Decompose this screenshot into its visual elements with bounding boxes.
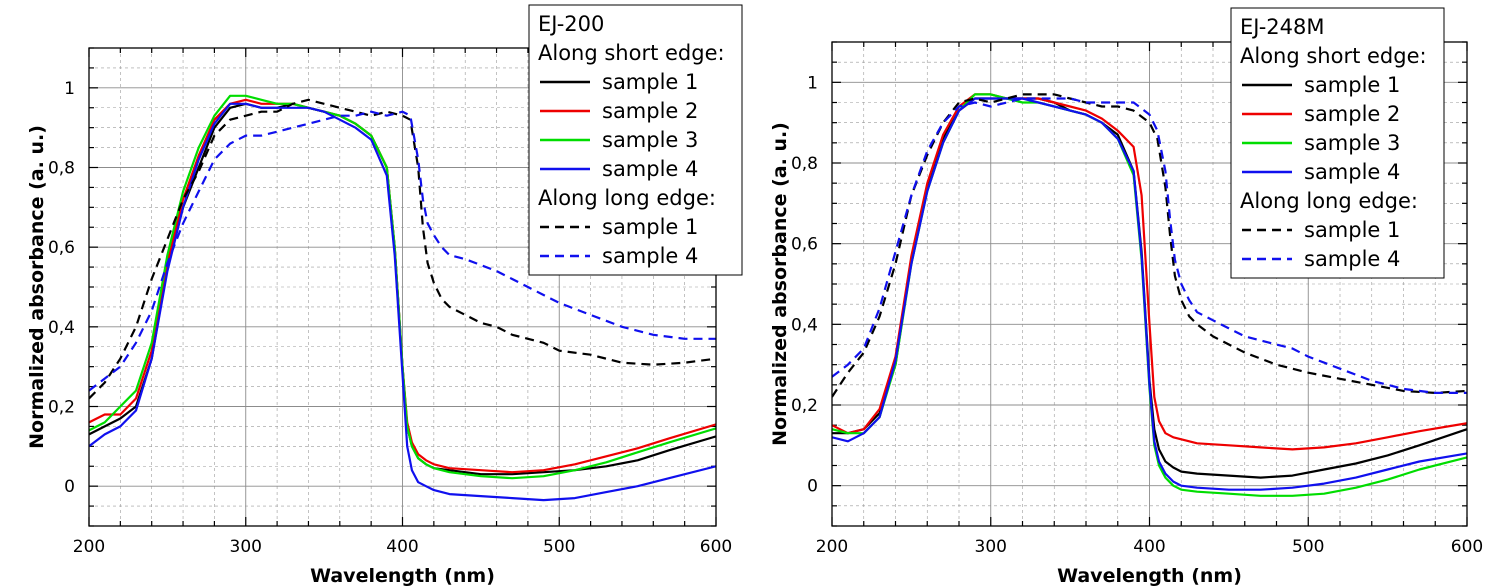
y-axis-title: Normalized absorbance (a. u.) — [769, 122, 791, 446]
series-line-long-sample-4 — [832, 97, 1467, 394]
x-tick-label: 200 — [816, 537, 848, 557]
x-axis-title: Wavelength (nm) — [310, 565, 495, 587]
legend-entry-label: sample 4 — [602, 157, 698, 181]
y-tick-label: 0,4 — [48, 318, 75, 338]
series-group — [832, 93, 1467, 497]
y-tick-label: 0,6 — [791, 235, 818, 255]
legend-entry-label: sample 1 — [1304, 73, 1400, 97]
x-tick-label: 300 — [975, 537, 1007, 557]
legend-entry-label: sample 4 — [1304, 160, 1400, 184]
chart-panel-2: 200 300 400 500 600 0 0,2 0,4 0,6 0,8 1 Wavelength … — [769, 7, 1483, 587]
series-group — [89, 94, 716, 502]
legend-entry-label: sample 1 — [602, 70, 698, 94]
y-tick-label: 0,2 — [48, 398, 75, 418]
x-tick-label: 200 — [73, 537, 105, 557]
y-tick-label: 0,8 — [48, 159, 75, 179]
legend: EJ-248M Along short edge: sample 1 sample 2… — [1230, 7, 1445, 279]
series-line-short-sample-3 — [89, 94, 716, 480]
y-tick-label: 0,2 — [791, 396, 818, 416]
y-tick-label: 0,6 — [48, 238, 75, 258]
y-tick-label: 1 — [64, 79, 75, 99]
series-line-short-sample-4 — [832, 97, 1467, 491]
series-line-short-sample-2 — [832, 93, 1467, 451]
legend: EJ-200 Along short edge: sample 1 sample 2 s… — [528, 4, 743, 276]
x-tick-label: 300 — [230, 537, 262, 557]
plot-frame — [831, 41, 1468, 527]
x-tick-label: 400 — [386, 537, 418, 557]
y-tick-label: 0,4 — [791, 315, 818, 335]
legend-entry-label: sample 4 — [1304, 247, 1400, 271]
y-tick-label: 0,8 — [791, 154, 818, 174]
legend-entry-label: sample 3 — [602, 128, 698, 152]
y-tick-label: 1 — [807, 73, 818, 93]
plot-frame — [88, 47, 717, 527]
legend-title: EJ-248M — [1240, 15, 1325, 39]
y-tick-label: 0 — [807, 477, 818, 497]
legend-group-short: Along short edge: — [538, 41, 725, 65]
x-tick-label: 600 — [700, 537, 732, 557]
series-line-long-sample-1 — [89, 98, 716, 400]
legend-box — [528, 4, 743, 276]
legend-entry-label: sample 1 — [1304, 218, 1400, 242]
legend-entry-label: sample 2 — [602, 99, 698, 123]
legend-entry-label: sample 2 — [1304, 102, 1400, 126]
legend-group-long: Along long edge: — [538, 186, 716, 210]
series-line-short-sample-4 — [89, 102, 716, 502]
x-tick-label: 400 — [1133, 537, 1165, 557]
chart-panel-1: 200 300 400 500 600 0 0,2 0,4 0,6 0,8 1 Wavelength … — [26, 4, 743, 587]
y-axis-title: Normalized absorbance (a. u.) — [26, 125, 48, 449]
legend-group-short: Along short edge: — [1240, 44, 1427, 68]
legend-group-long: Along long edge: — [1240, 189, 1418, 213]
x-tick-label: 500 — [1292, 537, 1324, 557]
series-line-long-sample-4 — [89, 110, 716, 392]
legend-title: EJ-200 — [538, 12, 604, 36]
x-axis-title: Wavelength (nm) — [1057, 565, 1242, 587]
x-tick-label: 600 — [1451, 537, 1483, 557]
x-tick-label: 500 — [543, 537, 575, 557]
legend-entry-label: sample 4 — [602, 244, 698, 268]
legend-entry-label: sample 1 — [602, 215, 698, 239]
legend-entry-label: sample 3 — [1304, 131, 1400, 155]
y-tick-label: 0 — [64, 477, 75, 497]
series-line-long-sample-1 — [832, 93, 1467, 398]
